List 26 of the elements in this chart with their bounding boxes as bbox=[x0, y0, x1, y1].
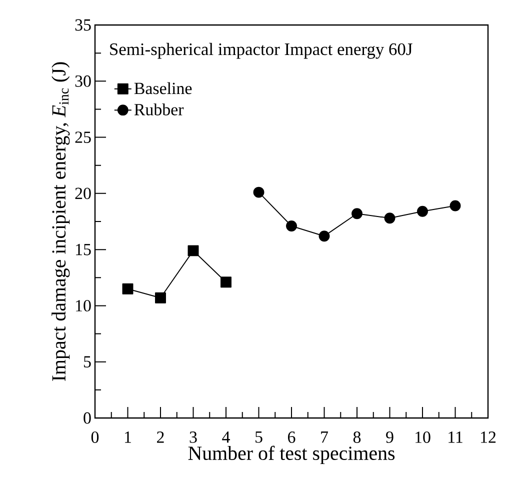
y-tick-label: 35 bbox=[75, 19, 91, 31]
x-tick-label: 0 bbox=[91, 432, 99, 443]
y-axis-title: Impact damage incipient energy, E$_{inc}$ (J) bbox=[52, 62, 70, 381]
y-tick-label: 10 bbox=[76, 300, 91, 312]
x-tick-label: 4 bbox=[222, 432, 230, 443]
x-tick-label: 6 bbox=[288, 432, 296, 443]
y-tick-label: 5 bbox=[84, 356, 91, 368]
x-tick-label: 7 bbox=[321, 432, 328, 443]
x-tick-label: 2 bbox=[157, 432, 164, 443]
y-tick-label: 0 bbox=[84, 412, 91, 424]
x-tick-label: 10 bbox=[416, 432, 430, 443]
y-tick-label: 20 bbox=[75, 188, 91, 200]
x-tick-label: 12 bbox=[481, 432, 496, 443]
legend-label: Rubber bbox=[134, 103, 184, 116]
x-tick-label: 1 bbox=[125, 432, 131, 443]
x-tick-label: 9 bbox=[386, 432, 394, 443]
legend-label: Baseline bbox=[134, 82, 192, 94]
x-tick-label: 5 bbox=[256, 432, 262, 443]
x-tick-label: 11 bbox=[448, 432, 462, 443]
x-axis-title: Number of test specimens bbox=[188, 446, 395, 464]
y-tick-label: 15 bbox=[76, 244, 91, 256]
x-tick-label: 3 bbox=[190, 432, 197, 443]
annotation: Semi-spherical impactor Impact energy 60J bbox=[110, 42, 412, 59]
x-tick-label: 8 bbox=[353, 432, 361, 443]
y-tick-label: 25 bbox=[75, 132, 91, 143]
y-tick-label: 30 bbox=[75, 75, 91, 87]
